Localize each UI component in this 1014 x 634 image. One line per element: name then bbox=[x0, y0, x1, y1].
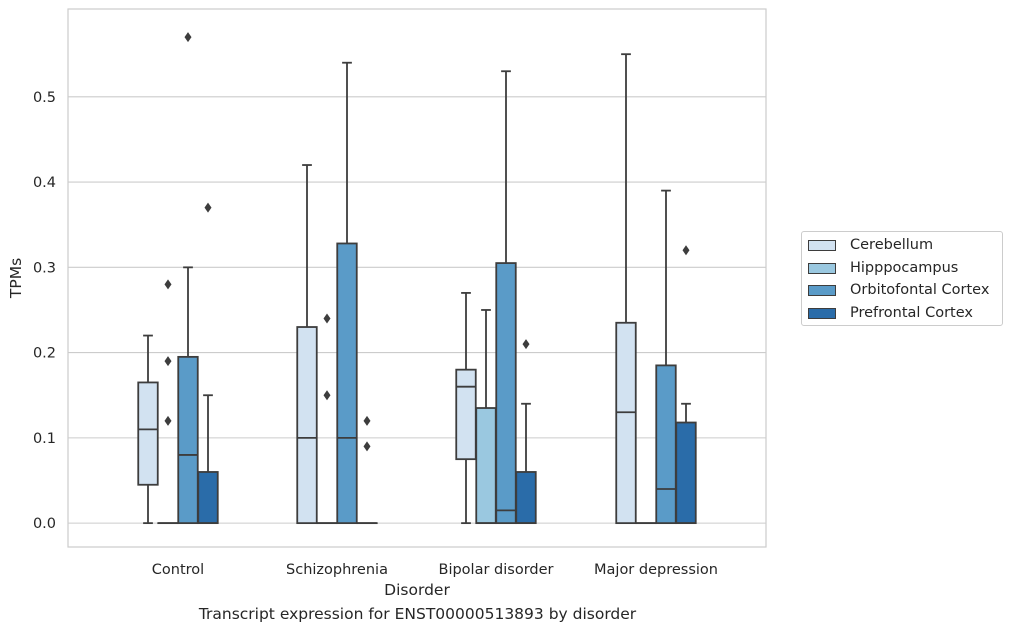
legend-item-prefrontal: Prefrontal Cortex bbox=[808, 302, 973, 324]
outliers bbox=[164, 32, 690, 452]
box-body bbox=[615, 321, 637, 525]
outlier-point bbox=[522, 339, 530, 350]
box-3-0 bbox=[197, 394, 219, 525]
y-tick-labels: 0.0 0.1 0.2 0.3 0.4 0.5 bbox=[33, 90, 56, 532]
box-body bbox=[296, 326, 318, 525]
y-tick-label: 0.1 bbox=[33, 431, 56, 447]
y-axis-label: TPMs bbox=[7, 258, 25, 299]
box-body bbox=[336, 242, 358, 525]
box-body bbox=[177, 355, 199, 525]
box-body bbox=[197, 471, 219, 525]
outlier-point bbox=[164, 279, 172, 290]
box-body bbox=[495, 262, 517, 525]
box-0-1 bbox=[296, 164, 318, 525]
box-body bbox=[515, 471, 537, 525]
boxes bbox=[137, 53, 697, 525]
box-0-2 bbox=[455, 292, 477, 525]
legend: Cerebellum Hipppocampus Orbitofontal Cor… bbox=[801, 231, 1003, 326]
legend-swatch bbox=[808, 284, 836, 296]
box-0-0 bbox=[137, 334, 159, 525]
x-axis-label: Disorder bbox=[384, 581, 450, 599]
box-body bbox=[675, 421, 697, 525]
outlier-point bbox=[323, 313, 331, 324]
legend-swatch bbox=[808, 307, 836, 319]
legend-item-orbitofrontal: Orbitofontal Cortex bbox=[808, 279, 989, 301]
y-tick-label: 0.4 bbox=[33, 175, 56, 191]
box-2-2 bbox=[495, 70, 517, 525]
x-tick-label: Control bbox=[152, 562, 204, 578]
outlier-point bbox=[323, 390, 331, 401]
box-2-1 bbox=[336, 61, 358, 525]
x-tick-label: Schizophrenia bbox=[286, 562, 388, 578]
chart-caption: Transcript expression for ENST0000051389… bbox=[198, 605, 637, 623]
legend-swatch bbox=[808, 262, 836, 274]
x-tick-label: Bipolar disorder bbox=[439, 562, 554, 578]
box-body bbox=[137, 381, 159, 486]
y-tick-label: 0.0 bbox=[33, 516, 56, 532]
box-2-0 bbox=[177, 266, 199, 525]
outlier-point bbox=[682, 245, 690, 256]
legend-label: Prefrontal Cortex bbox=[850, 305, 973, 321]
box-3-2 bbox=[515, 402, 537, 525]
outlier-point bbox=[204, 202, 212, 213]
outlier-point bbox=[164, 356, 172, 367]
box-body bbox=[475, 407, 497, 525]
legend-swatch bbox=[808, 239, 836, 251]
outlier-point bbox=[363, 415, 371, 426]
y-tick-label: 0.5 bbox=[33, 90, 56, 106]
x-tick-label: Major depression bbox=[594, 562, 718, 578]
box-0-3 bbox=[615, 53, 637, 525]
outlier-point bbox=[164, 415, 172, 426]
x-tick-labels: Control Schizophrenia Bipolar disorder Majo… bbox=[152, 562, 718, 578]
legend-label: Orbitofontal Cortex bbox=[850, 282, 990, 298]
outlier-point bbox=[363, 441, 371, 452]
y-tick-label: 0.3 bbox=[33, 260, 56, 276]
legend-item-cerebellum: Cerebellum bbox=[808, 234, 933, 256]
legend-label: Cerebellum bbox=[850, 237, 934, 253]
plot-frame bbox=[67, 8, 767, 548]
box-body bbox=[655, 364, 677, 525]
y-tick-label: 0.2 bbox=[33, 346, 56, 362]
box-body bbox=[455, 368, 477, 461]
legend-item-hippocampus: Hipppocampus bbox=[808, 257, 958, 279]
box-3-3 bbox=[675, 402, 697, 525]
legend-label: Hipppocampus bbox=[850, 260, 959, 276]
outlier-point bbox=[184, 32, 192, 43]
